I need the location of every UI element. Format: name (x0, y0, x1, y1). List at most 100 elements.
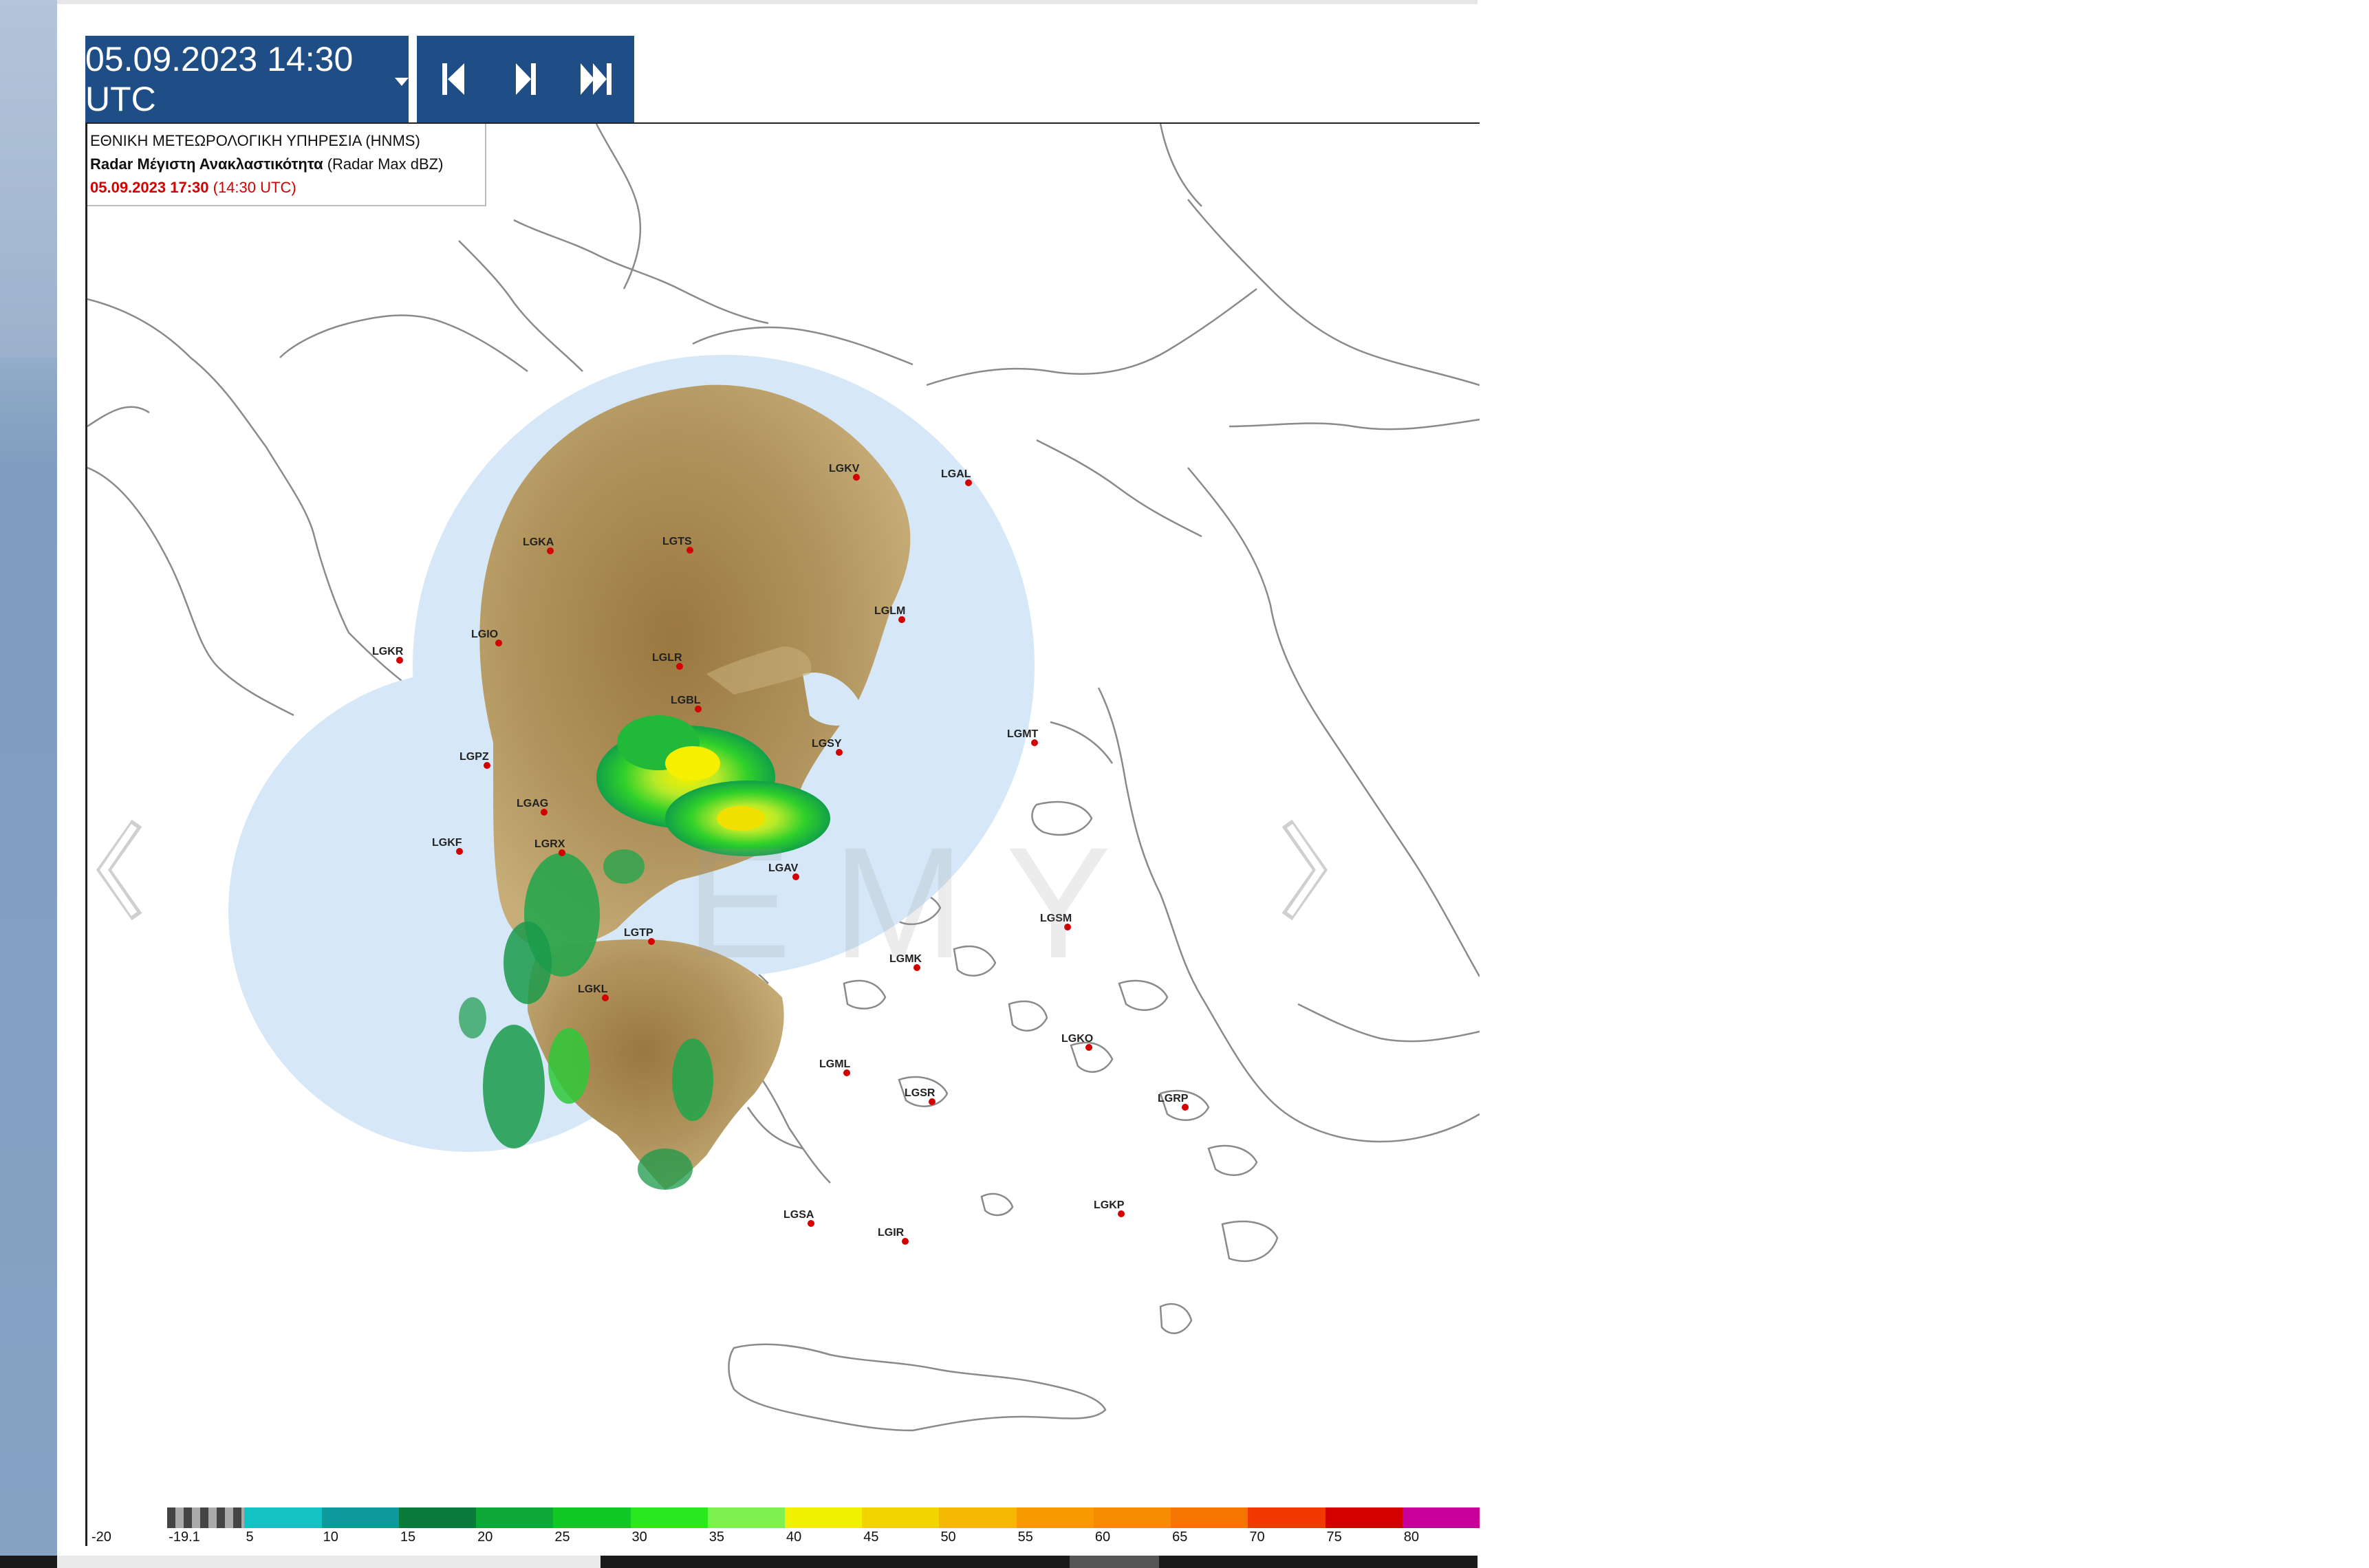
scale-swatch (398, 1507, 477, 1528)
scale-labels: -20 -19.1 5 10 15 20 25 30 35 40 45 50 55 60 65 70 75 80 (90, 1529, 1480, 1546)
station-marker: LGTS (662, 536, 693, 554)
scale-label: 65 (1172, 1529, 1188, 1545)
utc-time: (14:30 UTC) (213, 179, 296, 196)
skip-to-last-button[interactable] (567, 41, 629, 117)
skip-to-first-icon (442, 63, 464, 95)
skip-to-last-icon (581, 63, 612, 95)
station-marker: LGKL (578, 983, 609, 1001)
station-marker: LGKO (1061, 1033, 1093, 1051)
previous-arrow-button[interactable] (94, 815, 149, 925)
station-label: LGSM (1040, 913, 1072, 924)
station-marker: LGLR (652, 652, 683, 670)
scale-swatch (90, 1507, 168, 1528)
scale-swatch (707, 1507, 785, 1528)
station-dot (1031, 739, 1038, 746)
station-marker: LGSA (783, 1209, 814, 1227)
radar-map: LGKV LGAL LGKA LGTS LGLM LGIO LGKR LGLR LGBL LGMT… (87, 124, 1480, 1432)
scale-label: 30 (631, 1529, 647, 1545)
station-marker: LGKP (1094, 1199, 1125, 1217)
radar-map-viewer[interactable]: LGKV LGAL LGKA LGTS LGLM LGIO LGKR LGLR LGBL LGMT… (85, 122, 1480, 1546)
radar-echoes (459, 715, 830, 1190)
station-dot (1085, 1044, 1092, 1051)
scale-label: 75 (1326, 1529, 1342, 1545)
station-label: LGAV (768, 862, 799, 874)
station-dot (1118, 1210, 1125, 1217)
station-label: LGMK (889, 953, 922, 965)
station-label: LGKV (829, 463, 860, 475)
station-label: LGTS (662, 536, 692, 547)
datetime-label: 05.09.2023 14:30 UTC (85, 40, 354, 118)
station-label: LGBL (671, 695, 701, 706)
station-label: LGKA (523, 536, 554, 548)
stations-layer: LGKV LGAL LGKA LGTS LGLM LGIO LGKR LGLR LGBL LGMT… (372, 463, 1189, 1245)
scale-label: -20 (91, 1529, 111, 1545)
agency-name: ΕΘΝΙΚΗ ΜΕΤΕΩΡΟΛΟΓΙΚΗ ΥΠΗΡΕΣΙΑ (HNMS) (90, 132, 420, 149)
scale-swatch (1402, 1507, 1480, 1528)
station-dot (898, 616, 905, 623)
station-label: LGTP (624, 927, 653, 939)
station-dot (843, 1069, 850, 1076)
station-dot (602, 994, 609, 1001)
chevron-right-icon (1281, 819, 1328, 921)
station-dot (792, 873, 799, 880)
skip-to-first-button[interactable] (422, 41, 484, 117)
bottom-strip (0, 1556, 1478, 1568)
bottom-strip-segment (1070, 1556, 1159, 1568)
station-dot (484, 762, 490, 769)
station-label: LGKO (1061, 1033, 1093, 1045)
station-marker: LGTP (624, 927, 655, 945)
station-marker: LGKA (523, 536, 554, 554)
top-border (57, 0, 1478, 4)
station-label: LGSA (783, 1209, 814, 1221)
station-label: LGIR (878, 1227, 905, 1239)
step-forward-button[interactable] (495, 41, 556, 117)
station-marker: LGKF (432, 837, 463, 855)
station-marker: LGPZ (459, 751, 490, 769)
station-dot (686, 547, 693, 554)
scale-swatch (939, 1507, 1017, 1528)
scale-label: 60 (1094, 1529, 1111, 1545)
station-label: LGKP (1094, 1199, 1125, 1211)
station-marker: LGLM (874, 605, 905, 623)
station-dot (913, 964, 920, 971)
station-dot (495, 640, 502, 646)
scale-swatch (1093, 1507, 1171, 1528)
station-dot (541, 809, 548, 816)
scale-label: -19.1 (169, 1529, 200, 1545)
station-marker: LGIO (471, 629, 502, 646)
scale-label: 80 (1403, 1529, 1420, 1545)
scale-swatch (1171, 1507, 1248, 1528)
scale-label: 25 (554, 1529, 570, 1545)
station-label: LGAG (517, 798, 548, 809)
station-dot (853, 474, 860, 481)
station-dot (1182, 1104, 1189, 1111)
step-forward-icon (515, 63, 536, 95)
scale-label: 45 (863, 1529, 879, 1545)
station-dot (559, 849, 565, 856)
station-marker: LGML (819, 1058, 851, 1076)
station-label: LGKR (372, 646, 404, 657)
caret-down-icon (395, 78, 409, 86)
playback-controls (417, 36, 634, 122)
datetime-dropdown-button[interactable]: 05.09.2023 14:30 UTC (85, 36, 409, 122)
scale-swatch (630, 1507, 708, 1528)
scale-label: 50 (940, 1529, 956, 1545)
station-label: LGLM (874, 605, 905, 617)
station-marker: LGIR (878, 1227, 909, 1245)
station-label: LGAL (941, 468, 971, 480)
strip-pattern (0, 0, 57, 358)
station-marker: LGKR (372, 646, 404, 664)
station-label: LGML (819, 1058, 851, 1070)
scale-label: 35 (708, 1529, 725, 1545)
station-marker: LGRX (534, 838, 565, 856)
local-time: 05.09.2023 17:30 (90, 179, 209, 196)
station-dot (1064, 924, 1071, 930)
station-dot (456, 848, 463, 855)
scale-label: 10 (323, 1529, 338, 1545)
scale-label: 70 (1249, 1529, 1265, 1545)
scale-swatch (553, 1507, 631, 1528)
scale-swatch (321, 1507, 399, 1528)
station-dot (902, 1238, 909, 1245)
next-arrow-button[interactable] (1275, 815, 1330, 925)
